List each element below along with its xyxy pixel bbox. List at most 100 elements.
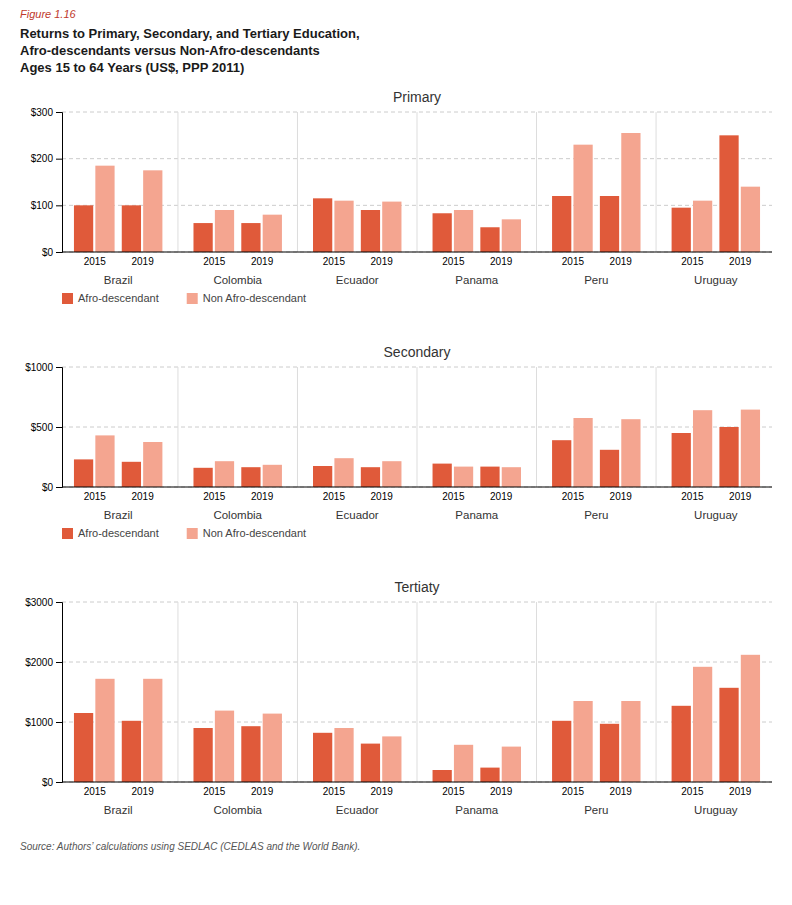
bar bbox=[74, 459, 93, 487]
legend-label: Afro-descendant bbox=[78, 292, 159, 304]
bar bbox=[241, 467, 260, 487]
tick-label: 2015 bbox=[681, 491, 704, 502]
panel: Secondary$0$500$100020152019201520192015… bbox=[25, 344, 772, 539]
tick-label: 2015 bbox=[323, 491, 346, 502]
tick-label: 2019 bbox=[131, 491, 154, 502]
separator bbox=[417, 602, 418, 782]
grid-line bbox=[62, 782, 772, 783]
legend-item: Non Afro-descendant bbox=[187, 527, 306, 539]
tick: 2019 bbox=[490, 487, 513, 502]
panel-title: Primary bbox=[393, 89, 441, 105]
bar bbox=[334, 458, 353, 487]
separators bbox=[178, 602, 656, 782]
bar bbox=[215, 461, 234, 487]
tick: 2019 bbox=[490, 252, 513, 267]
tick: 2019 bbox=[371, 782, 394, 797]
bar bbox=[719, 427, 738, 487]
tick-label: $0 bbox=[42, 247, 54, 258]
group-label: Peru bbox=[584, 509, 608, 521]
tick: $2000 bbox=[25, 657, 62, 668]
bar bbox=[741, 410, 760, 487]
separator bbox=[177, 602, 178, 782]
bar bbox=[480, 227, 499, 252]
group-label: Brazil bbox=[104, 804, 133, 816]
grid-line bbox=[62, 252, 772, 253]
bar bbox=[573, 701, 592, 782]
group-label: Peru bbox=[584, 804, 608, 816]
panel-title: Tertiaty bbox=[394, 579, 439, 595]
bar bbox=[143, 442, 162, 487]
bar bbox=[361, 210, 380, 252]
group-label: Ecuador bbox=[336, 804, 379, 816]
tick: $0 bbox=[42, 777, 62, 788]
bar bbox=[552, 196, 571, 252]
legend-item: Afro-descendant bbox=[62, 292, 159, 304]
tick-label: 2015 bbox=[442, 786, 465, 797]
bar bbox=[74, 205, 93, 252]
chart-root: Figure 1.16Returns to Primary, Secondary… bbox=[0, 0, 792, 905]
tick-label: 2015 bbox=[84, 786, 107, 797]
group-label: Panama bbox=[455, 274, 498, 286]
bar bbox=[454, 745, 473, 782]
tick: 2015 bbox=[681, 782, 704, 797]
tick: 2015 bbox=[84, 782, 107, 797]
tick-label: 2019 bbox=[131, 786, 154, 797]
group-label: Uruguay bbox=[694, 274, 738, 286]
tick: $500 bbox=[31, 422, 62, 433]
bar bbox=[433, 770, 452, 782]
tick-label: 2015 bbox=[203, 491, 226, 502]
tick: $0 bbox=[42, 482, 62, 493]
tick: 2015 bbox=[562, 782, 585, 797]
tick-mark bbox=[56, 112, 62, 113]
group-label: Ecuador bbox=[336, 274, 379, 286]
bar bbox=[480, 467, 499, 487]
tick: 2015 bbox=[681, 252, 704, 267]
group-label: Uruguay bbox=[694, 509, 738, 521]
bar bbox=[382, 461, 401, 487]
tick: 2019 bbox=[729, 782, 752, 797]
tick-label: 2015 bbox=[562, 491, 585, 502]
tick-mark bbox=[56, 487, 62, 488]
tick: 2019 bbox=[131, 487, 154, 502]
separator bbox=[536, 112, 537, 252]
bar bbox=[313, 198, 332, 252]
bar bbox=[693, 667, 712, 782]
bar bbox=[95, 435, 114, 487]
tick: 2015 bbox=[323, 487, 346, 502]
tick-label: 2019 bbox=[729, 786, 752, 797]
group-label: Ecuador bbox=[336, 509, 379, 521]
bar bbox=[361, 467, 380, 487]
tick-label: 2015 bbox=[681, 786, 704, 797]
legend-swatch bbox=[187, 293, 198, 304]
tick-mark bbox=[56, 205, 62, 206]
grid bbox=[62, 602, 772, 782]
bar bbox=[552, 721, 571, 782]
bar bbox=[672, 433, 691, 487]
axis-line bbox=[56, 368, 63, 488]
title: Returns to Primary, Secondary, and Terti… bbox=[20, 26, 360, 41]
tick-mark bbox=[56, 252, 62, 253]
tick: 2015 bbox=[562, 252, 585, 267]
bar bbox=[122, 462, 141, 487]
tick-label: 2019 bbox=[251, 786, 274, 797]
separator bbox=[656, 602, 657, 782]
bar bbox=[122, 205, 141, 252]
bar bbox=[313, 733, 332, 782]
legend-item: Non Afro-descendant bbox=[187, 292, 306, 304]
tick-label: 2019 bbox=[251, 491, 274, 502]
tick-label: 2015 bbox=[323, 786, 346, 797]
bar bbox=[693, 201, 712, 252]
bar-series bbox=[95, 410, 760, 487]
bar bbox=[621, 419, 640, 487]
grid-line bbox=[62, 487, 772, 488]
group-label: Panama bbox=[455, 509, 498, 521]
y-axis: $0$500$1000 bbox=[25, 362, 62, 493]
tick-label: 2015 bbox=[562, 256, 585, 267]
tick-label: 2015 bbox=[442, 256, 465, 267]
tick-label: 2019 bbox=[131, 256, 154, 267]
bar bbox=[215, 210, 234, 252]
tick: 2019 bbox=[371, 487, 394, 502]
separator bbox=[656, 367, 657, 487]
separator bbox=[536, 602, 537, 782]
tick-label: 2015 bbox=[562, 786, 585, 797]
